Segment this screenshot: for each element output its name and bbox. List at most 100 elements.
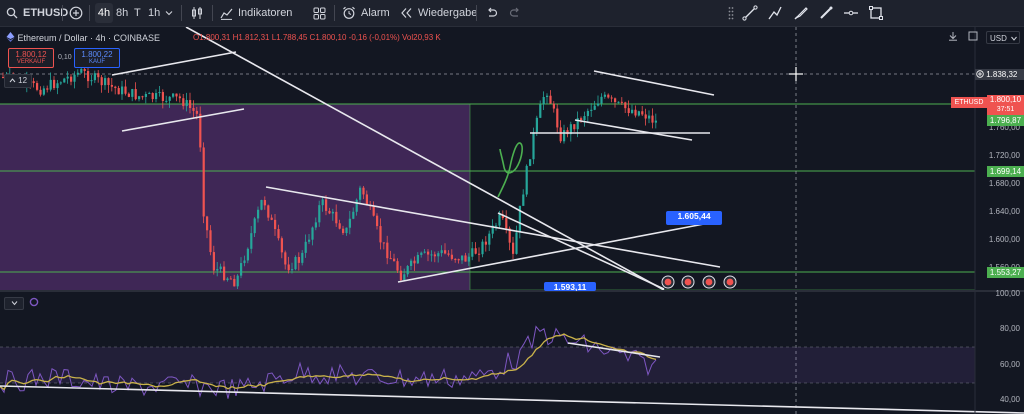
auto-scale-button[interactable] [968, 31, 978, 43]
candle-body [331, 211, 334, 214]
candle-body [297, 257, 300, 263]
candle-body [314, 222, 317, 228]
candle-body [389, 258, 392, 260]
sell-button[interactable]: 1.800,12 VERKAUF [8, 48, 54, 68]
candle-body [427, 251, 430, 255]
candle-body [644, 114, 647, 119]
trend-line-tool[interactable] [742, 0, 758, 26]
plus-circle-icon [976, 70, 984, 78]
highlighter-tool[interactable] [818, 0, 834, 26]
interval-8h[interactable]: 8h [116, 7, 129, 19]
candle-body [552, 103, 555, 109]
candle-body [498, 214, 501, 226]
candle-body [260, 200, 263, 210]
redo-button[interactable] [509, 0, 522, 26]
candle-body [267, 205, 270, 218]
candle-body [216, 269, 219, 271]
alarm-button[interactable]: Alarm [342, 0, 390, 26]
candle-body [270, 217, 273, 220]
candle-body [240, 263, 243, 276]
chart-area[interactable]: Ethereum / Dollar · 4h · COINBASE O1.800… [0, 27, 1024, 414]
replay-button[interactable]: Wiedergabe [400, 0, 477, 26]
rectangle-tool[interactable] [868, 0, 884, 26]
candle-body [607, 94, 610, 98]
ethereum-logo-icon [6, 32, 15, 42]
path-tool[interactable] [767, 0, 783, 26]
candle-body [529, 159, 532, 166]
plus-circle-icon [69, 6, 83, 20]
candle-body [229, 278, 232, 280]
candle-body [535, 117, 538, 133]
chart-type-button[interactable] [190, 0, 204, 26]
candle-body [107, 78, 110, 85]
candle-body [416, 254, 419, 264]
candle-body [634, 109, 637, 116]
candle-body [110, 84, 113, 87]
candle-body [651, 115, 654, 123]
candle-body [274, 219, 277, 230]
drawn-trendlines [111, 27, 721, 291]
candle-body [406, 266, 409, 275]
candle-body [376, 215, 379, 227]
candle-body [505, 218, 508, 229]
currency-select[interactable]: USD [986, 31, 1020, 44]
indicator-dot-icon [29, 297, 39, 307]
candle-body [165, 100, 168, 102]
candlestick-series [2, 62, 657, 289]
square-icon [968, 31, 978, 41]
candle-body [127, 93, 130, 97]
candle-body [512, 242, 515, 254]
candle-body [199, 113, 202, 148]
candle-body [566, 130, 569, 135]
crosshair-cursor-icon [789, 67, 803, 81]
compare-button[interactable] [69, 0, 83, 26]
symbol-legend[interactable]: Ethereum / Dollar · 4h · COINBASE [6, 32, 160, 43]
candle-body [42, 88, 45, 95]
candle-body [83, 68, 86, 72]
price-chart-canvas[interactable] [0, 27, 1024, 414]
oscillator-tick: 100,00 [995, 289, 1020, 298]
candle-body [134, 89, 137, 100]
candle-body [335, 211, 338, 224]
collapse-indicators-button[interactable]: 12 [4, 74, 32, 88]
interval-1h[interactable]: 1h [148, 7, 161, 19]
candle-body [410, 260, 413, 267]
collapse-pane-button[interactable] [4, 297, 24, 310]
symbol-search[interactable]: ETHUSD [6, 0, 68, 26]
candle-body [495, 225, 498, 227]
candle-body [559, 127, 562, 142]
horizontal-line-tool[interactable] [843, 0, 859, 26]
buy-button[interactable]: 1.800,22 KAUF [74, 48, 120, 68]
candle-body [542, 96, 545, 105]
interval-dropdown[interactable] [165, 0, 173, 26]
candle-body [70, 76, 73, 82]
candles-icon [192, 7, 202, 19]
candle-body [399, 270, 402, 281]
scale-download-button[interactable] [948, 31, 958, 43]
brush-tool[interactable] [793, 0, 809, 26]
candle-body [280, 238, 283, 253]
interval-day[interactable]: T [134, 7, 141, 19]
level-tag: 1.796,87 [987, 115, 1024, 126]
candle-body [474, 248, 477, 254]
candle-body [457, 259, 460, 261]
price-label-lower[interactable]: 1.593,11 [544, 282, 596, 291]
layouts-button[interactable] [313, 0, 326, 26]
candle-body [372, 206, 375, 216]
candle-body [304, 241, 307, 253]
interval-4h[interactable]: 4h [95, 3, 113, 23]
drawing-toolbar-handle[interactable] [728, 0, 734, 26]
price-label-upper[interactable]: 1.605,44 [666, 211, 722, 225]
indicator-settings-button[interactable] [29, 297, 39, 309]
price-tick: 1.600,00 [988, 235, 1020, 244]
brush-icon [794, 7, 808, 20]
candle-body [433, 254, 436, 257]
candle-body [440, 250, 443, 254]
undo-button[interactable] [485, 0, 498, 26]
trend-line-icon [742, 5, 758, 21]
candle-body [206, 216, 209, 231]
candle-body [63, 78, 66, 83]
download-icon [949, 32, 957, 41]
divider [212, 5, 213, 21]
indicators-button[interactable]: Indikatoren [220, 0, 292, 26]
